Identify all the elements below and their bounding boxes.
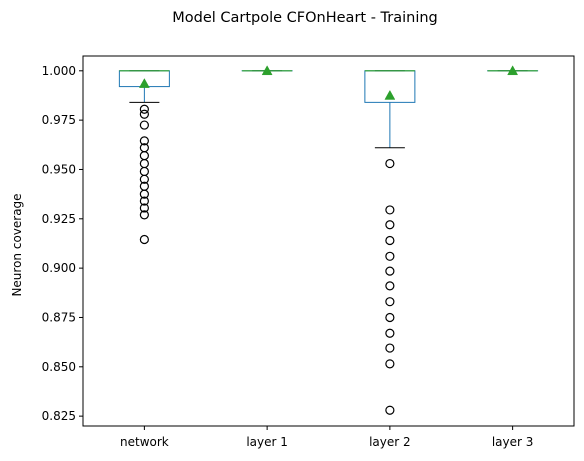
outlier-point [385, 312, 395, 323]
x-tick-label: layer 3 [492, 435, 534, 449]
mean-marker [261, 65, 273, 76]
mean-marker [507, 65, 519, 76]
box-group-layer-2 [364, 70, 416, 415]
y-tick-label: 0.825 [42, 409, 76, 423]
outlier-point [385, 297, 395, 307]
axes-frame [82, 55, 575, 427]
y-tick-label: 0.900 [42, 261, 76, 275]
outlier-point [385, 266, 395, 276]
outlier-point [139, 151, 149, 161]
outlier-point [385, 205, 395, 215]
y-tick-label: 0.925 [42, 212, 76, 226]
y-axis: 0.825 0.850 0.875 0.900 0.925 0.950 0.975 1.000 [42, 64, 83, 423]
outlier-point [139, 120, 149, 130]
y-tick-label: 0.950 [42, 162, 76, 176]
outlier-point [139, 189, 149, 199]
outlier-point [139, 210, 149, 220]
outlier-point [385, 405, 395, 415]
outlier-point [385, 343, 395, 353]
y-tick-label: 0.975 [42, 113, 76, 127]
outlier-point [385, 359, 395, 369]
outlier-point [139, 234, 149, 245]
chart-title: Model Cartpole CFOnHeart - Training [172, 10, 438, 26]
box-group-layer-3 [487, 65, 539, 76]
x-tick-label: layer 2 [369, 435, 411, 449]
y-tick-label: 0.850 [42, 360, 76, 374]
outlier-point [385, 328, 395, 338]
outlier-point [385, 220, 395, 230]
outlier-point [385, 281, 395, 291]
x-tick-label: layer 1 [246, 435, 288, 449]
mean-marker [384, 89, 396, 100]
outlier-point [139, 203, 149, 213]
outlier-point [139, 109, 149, 119]
box-group-network [118, 70, 170, 245]
outlier-point [385, 235, 395, 246]
y-tick-label: 0.875 [42, 310, 76, 324]
box-group-layer-1 [241, 65, 293, 76]
plot-area [118, 65, 539, 415]
outlier-point [139, 158, 149, 169]
outlier-point [139, 104, 149, 114]
outlier-point [139, 166, 149, 177]
outlier-point [139, 196, 149, 206]
x-axis: network layer 1 layer 2 layer 3 [120, 426, 533, 449]
outlier-point [139, 174, 149, 184]
y-tick-label: 1.000 [42, 64, 76, 78]
mean-marker [138, 78, 150, 88]
outlier-point [385, 251, 395, 261]
outlier-point [385, 158, 395, 169]
x-tick-label: network [120, 435, 169, 449]
outlier-point [139, 136, 149, 146]
y-axis-label: Neuron coverage [10, 193, 24, 296]
